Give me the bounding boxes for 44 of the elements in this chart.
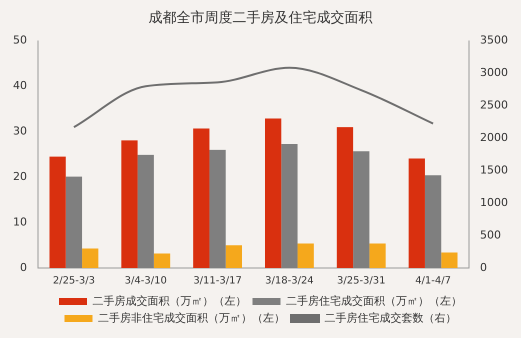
bar — [353, 151, 370, 268]
bar — [369, 243, 386, 268]
y-tick-label: 50 — [12, 34, 27, 47]
bar — [138, 154, 154, 268]
bar — [298, 243, 314, 268]
bar — [281, 144, 298, 268]
bar — [408, 158, 425, 268]
y2-tick-label: 2000 — [480, 131, 508, 144]
y-tick-label: 40 — [12, 79, 27, 92]
bar — [441, 252, 458, 268]
y-tick-label: 10 — [12, 215, 27, 228]
x-tick-label: 2/25-3/3 — [52, 276, 95, 287]
y2-tick-label: 500 — [480, 228, 502, 242]
x-tick-label: 3/25-3/31 — [336, 276, 386, 287]
bar — [121, 140, 138, 268]
bar — [424, 175, 442, 268]
bar — [209, 150, 226, 268]
bar — [193, 128, 210, 268]
bar — [82, 248, 98, 268]
legend-label: 二手房住宅成交套数（右） — [324, 311, 456, 324]
y2-tick-label: 3000 — [480, 66, 508, 80]
bar — [49, 156, 66, 268]
bar — [66, 176, 82, 268]
y2-tick-label: 1500 — [480, 163, 508, 176]
line-series — [72, 66, 434, 128]
x-tick-label: 3/11-3/17 — [193, 276, 242, 287]
y2-tick-label: 2500 — [480, 98, 508, 112]
legend-label: 二手房成交面积（万㎡）（左） — [92, 294, 246, 308]
x-tick-label: 3/18-3/24 — [265, 276, 314, 287]
y-tick-label: 0 — [20, 260, 27, 274]
legend-label: 二手房非住宅成交面积（万㎡）（左） — [98, 311, 285, 324]
bar — [336, 127, 354, 268]
bar — [226, 245, 242, 268]
bar — [264, 118, 282, 268]
bar — [154, 253, 170, 268]
x-tick-label: 3/4-3/10 — [124, 276, 167, 287]
y-tick-label: 30 — [12, 124, 27, 138]
y2-tick-label: 3500 — [480, 34, 508, 47]
y2-tick-label: 0 — [480, 260, 488, 274]
chart-title: 成都全市周度二手房及住宅成交面积 — [148, 10, 372, 26]
x-tick-label: 4/1-4/7 — [415, 276, 451, 287]
y-tick-label: 20 — [12, 170, 27, 183]
legend-label: 二手房住宅成交面积（万㎡）（左） — [286, 294, 462, 308]
y2-tick-label: 1000 — [480, 196, 508, 209]
